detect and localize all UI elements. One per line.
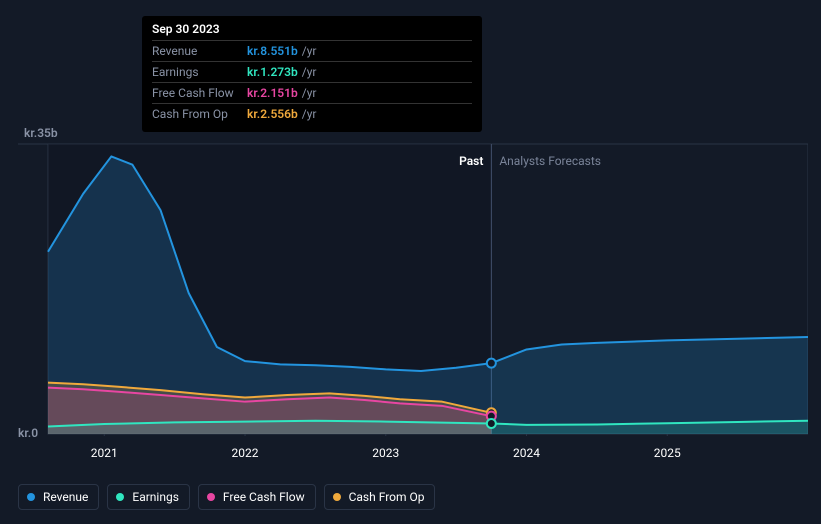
legend-item-cash-from-op[interactable]: Cash From Op — [324, 484, 436, 510]
legend-dot-icon — [207, 493, 215, 501]
chart-canvas — [18, 120, 808, 436]
legend-label: Revenue — [43, 490, 88, 504]
x-tick-label: 2025 — [654, 446, 681, 460]
tooltip-unit: /yr — [302, 86, 317, 100]
x-tick-label: 2024 — [513, 446, 540, 460]
tooltip-row: Earningskr.1.273b/yr — [152, 61, 472, 82]
legend-item-free-cash-flow[interactable]: Free Cash Flow — [198, 484, 316, 510]
legend-dot-icon — [27, 493, 35, 501]
legend-item-earnings[interactable]: Earnings — [107, 484, 190, 510]
tooltip-label: Free Cash Flow — [152, 86, 247, 100]
x-tick-label: 2022 — [232, 446, 259, 460]
forecast-section-label: Analysts Forecasts — [499, 154, 601, 168]
tooltip-row: Revenuekr.8.551b/yr — [152, 40, 472, 61]
y-axis-max-label: kr.35b — [24, 126, 58, 140]
tooltip-date: Sep 30 2023 — [152, 22, 472, 40]
tooltip-value: kr.2.151b — [247, 86, 298, 100]
tooltip-row: Free Cash Flowkr.2.151b/yr — [152, 82, 472, 103]
tooltip-label: Earnings — [152, 65, 247, 79]
tooltip-unit: /yr — [302, 44, 317, 58]
legend: Revenue Earnings Free Cash Flow Cash From O… — [18, 484, 435, 510]
legend-label: Cash From Op — [349, 490, 425, 504]
x-axis-labels: 2021 2022 2023 2024 2025 — [18, 446, 808, 462]
financials-chart[interactable]: kr.35b kr.0 Past Analysts Forecasts 2021… — [18, 120, 808, 460]
tooltip-value: kr.1.273b — [247, 65, 298, 79]
legend-label: Free Cash Flow — [223, 490, 305, 504]
hover-tooltip: Sep 30 2023 Revenuekr.8.551b/yrEarningsk… — [142, 16, 482, 132]
legend-label: Earnings — [132, 490, 179, 504]
legend-dot-icon — [116, 493, 124, 501]
y-axis-min-label: kr.0 — [18, 426, 38, 440]
tooltip-label: Revenue — [152, 44, 247, 58]
tooltip-unit: /yr — [302, 65, 317, 79]
past-section-label: Past — [459, 154, 483, 168]
legend-dot-icon — [333, 493, 341, 501]
tooltip-value: kr.8.551b — [247, 44, 298, 58]
x-tick-label: 2023 — [372, 446, 399, 460]
tooltip-label: Cash From Op — [152, 107, 247, 121]
legend-item-revenue[interactable]: Revenue — [18, 484, 99, 510]
tooltip-unit: /yr — [302, 107, 317, 121]
tooltip-value: kr.2.556b — [247, 107, 298, 121]
x-tick-label: 2021 — [91, 446, 118, 460]
